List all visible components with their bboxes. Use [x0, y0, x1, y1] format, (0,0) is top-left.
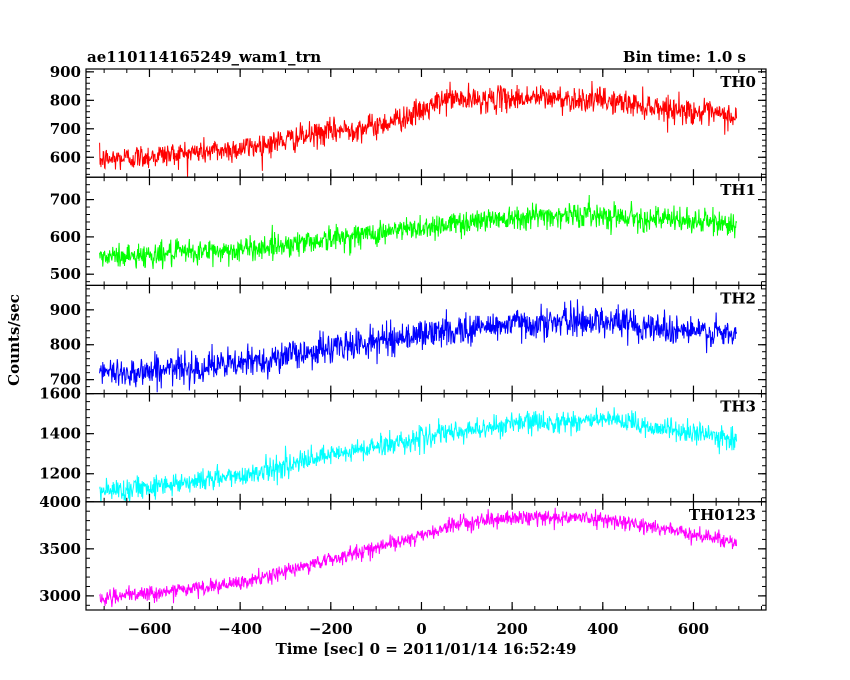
- y-tick-label: 900: [50, 301, 81, 319]
- panel-label: TH0: [720, 73, 756, 91]
- y-tick-label: 700: [50, 371, 81, 389]
- y-tick-label: 700: [50, 120, 81, 138]
- y-axis-label: Counts/sec: [5, 294, 23, 386]
- chart-title: ae110114165249_wam1_trn: [87, 48, 321, 66]
- panel-frame: [85, 176, 767, 286]
- y-tick-label: 600: [50, 228, 81, 246]
- bin-time-label: Bin time: 1.0 s: [623, 48, 746, 66]
- x-tick-label: −600: [128, 620, 172, 638]
- y-tick-label: 1600: [39, 385, 81, 403]
- x-tick-label: −400: [218, 620, 262, 638]
- series-th0-line: [99, 81, 738, 178]
- y-tick-label: 4000: [39, 493, 81, 511]
- panel-th0: 600 700 800 900 TH0: [50, 63, 767, 178]
- x-tick-label: −200: [309, 620, 353, 638]
- series-th0123-line: [99, 507, 738, 608]
- series-th2-line: [99, 299, 738, 393]
- y-tick-label: 900: [50, 63, 81, 81]
- x-tick-label: 400: [587, 620, 618, 638]
- panel-th2: 700 800 900 TH2: [50, 284, 767, 395]
- y-tick-label: 800: [50, 336, 81, 354]
- y-tick-label: 3000: [39, 587, 81, 605]
- y-tick-label: 1200: [39, 465, 81, 483]
- panel-th3: 1200 1400 1600 TH3: [39, 385, 767, 503]
- x-tick-label: 200: [496, 620, 527, 638]
- y-tick-label: 800: [50, 91, 81, 109]
- panel-label: TH2: [720, 289, 756, 307]
- y-tick-label: 3500: [39, 540, 81, 558]
- panels-group: 600 700 800 900 TH0 500 600 700 TH1 700 800 900 TH2 1…: [39, 63, 767, 611]
- y-tick-label: 1400: [39, 425, 81, 443]
- panel-th0123: 3000 3500 4000 TH0123: [39, 493, 767, 611]
- panel-label: TH1: [720, 181, 756, 199]
- x-axis: −600 −400 −200 0 200 400 600: [128, 620, 710, 638]
- panel-frame: [85, 501, 767, 611]
- panel-th1: 500 600 700 TH1: [50, 176, 767, 286]
- panel-label: TH0123: [689, 506, 756, 524]
- y-tick-label: 500: [50, 265, 81, 283]
- x-tick-label: 600: [678, 620, 709, 638]
- y-tick-label: 600: [50, 148, 81, 166]
- y-tick-label: 700: [50, 191, 81, 209]
- x-axis-label: Time [sec] 0 = 2011/01/14 16:52:49: [276, 640, 577, 658]
- series-th1-line: [99, 195, 738, 270]
- series-th3-line: [99, 407, 738, 502]
- panel-label: TH3: [720, 398, 756, 416]
- x-tick-label: 0: [416, 620, 426, 638]
